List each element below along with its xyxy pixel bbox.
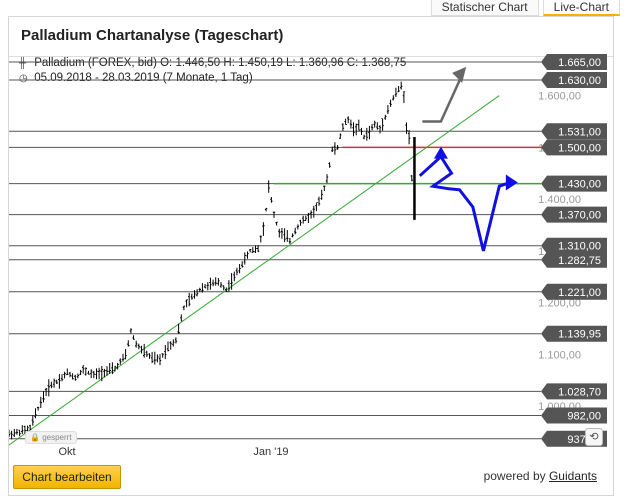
header-divider xyxy=(9,56,613,57)
powered-by: powered by Guidants xyxy=(484,469,597,483)
level-label-text: 1.665,00 xyxy=(558,57,601,69)
level-label-text: 1.139,95 xyxy=(558,329,601,341)
level-label: 1.665,00 xyxy=(541,53,607,70)
level-label-bg xyxy=(541,123,607,140)
y-tick-label: 1.100,00 xyxy=(538,349,581,361)
level-label: 982,00 xyxy=(541,407,607,424)
level-label-bg xyxy=(541,53,607,70)
level-label-bg xyxy=(541,251,607,268)
level-label-text: 982,00 xyxy=(567,410,601,422)
period-text: 05.09.2018 - 28.03.2019 (7 Monate, 1 Tag… xyxy=(34,72,253,84)
powered-prefix: powered by xyxy=(483,469,546,483)
level-label-text: 1.500,00 xyxy=(558,142,601,154)
locked-badge: 🔒 gesperrt xyxy=(25,431,77,444)
price-chart[interactable]: 1.600,001.500,001.400,001.300,001.200,00… xyxy=(9,17,613,457)
level-label-text: 1.282,75 xyxy=(558,255,601,267)
level-label-text: 1.028,70 xyxy=(558,386,601,398)
x-axis-ticks: Okt Jan '19 xyxy=(58,446,288,457)
level-label-bg xyxy=(541,383,607,400)
level-label: 1.282,75 xyxy=(541,251,607,268)
level-label: 1.221,00 xyxy=(541,283,607,300)
grey-forecast-path xyxy=(422,74,464,123)
x-tick-label: Jan '19 xyxy=(253,446,288,457)
level-label-text: 1.430,00 xyxy=(558,179,601,191)
edit-chart-button[interactable]: Chart bearbeiten xyxy=(13,465,121,489)
level-label-bg xyxy=(541,72,607,89)
guidants-link[interactable]: Guidants xyxy=(548,469,597,483)
level-label: 1.531,00 xyxy=(541,123,607,140)
level-labels: 1.665,00 1.630,00 1.531,00 1.500,00 1.430,00… xyxy=(541,53,607,447)
chart-title: Palladium Chartanalyse (Tageschart) xyxy=(21,27,284,44)
reset-zoom-icon[interactable]: ⟲ xyxy=(585,428,603,446)
level-label: 1.500,00 xyxy=(541,139,607,156)
level-label-bg xyxy=(541,237,607,254)
forecast-group xyxy=(418,66,518,252)
level-label-bg xyxy=(541,325,607,342)
trendline xyxy=(9,95,500,446)
y-tick-label: 1.200,00 xyxy=(538,298,581,310)
tab-live-chart[interactable]: Live-Chart xyxy=(542,0,620,16)
x-tick-label: Okt xyxy=(58,446,75,457)
level-label-bg xyxy=(541,175,607,192)
level-label-text: 1.630,00 xyxy=(558,75,601,87)
candlestick-icon: ╫ xyxy=(19,58,27,69)
tab-static-chart[interactable]: Statischer Chart xyxy=(430,0,539,16)
level-label: 1.139,95 xyxy=(541,325,607,342)
level-label: 1.370,00 xyxy=(541,206,607,223)
zone-lines xyxy=(274,146,541,185)
level-label-text: 1.310,00 xyxy=(558,241,601,253)
grey-forecast-arrowhead xyxy=(452,66,467,83)
blue-forecast-arrowhead-2 xyxy=(433,146,448,159)
level-label: 1.630,00 xyxy=(541,72,607,89)
level-label-bg xyxy=(541,206,607,223)
instrument-info: ╫ Palladium (FOREX, bid) O: 1.446,50 H: … xyxy=(19,57,406,69)
level-label-text: 1.221,00 xyxy=(558,287,601,299)
trendline-group xyxy=(9,95,500,446)
chart-mode-tabs: Statischer Chart Live-Chart xyxy=(427,0,620,16)
chart-panel: Palladium Chartanalyse (Tageschart) ╫ Pa… xyxy=(8,16,614,496)
instrument-text: Palladium (FOREX, bid) O: 1.446,50 H: 1.… xyxy=(34,57,407,69)
blue-forecast-path xyxy=(418,154,511,252)
y-tick-label: 1.600,00 xyxy=(538,91,581,103)
level-label-text: 1.370,00 xyxy=(558,210,601,222)
level-label: 1.310,00 xyxy=(541,237,607,254)
price-series-group xyxy=(9,81,416,440)
clock-icon: ◷ xyxy=(19,73,28,84)
level-label-bg xyxy=(541,139,607,156)
level-label: 1.430,00 xyxy=(541,175,607,192)
level-label-text: 1.531,00 xyxy=(558,126,601,138)
level-lines xyxy=(9,61,541,440)
period-info: ◷ 05.09.2018 - 28.03.2019 (7 Monate, 1 T… xyxy=(19,72,253,84)
level-label-bg xyxy=(541,283,607,300)
blue-forecast-arrowhead xyxy=(505,174,518,191)
level-label: 1.028,70 xyxy=(541,383,607,400)
price-bars xyxy=(9,81,413,440)
y-tick-label: 1.400,00 xyxy=(538,194,581,206)
locked-badge-text: gesperrt xyxy=(42,433,72,442)
level-label-bg xyxy=(541,407,607,424)
